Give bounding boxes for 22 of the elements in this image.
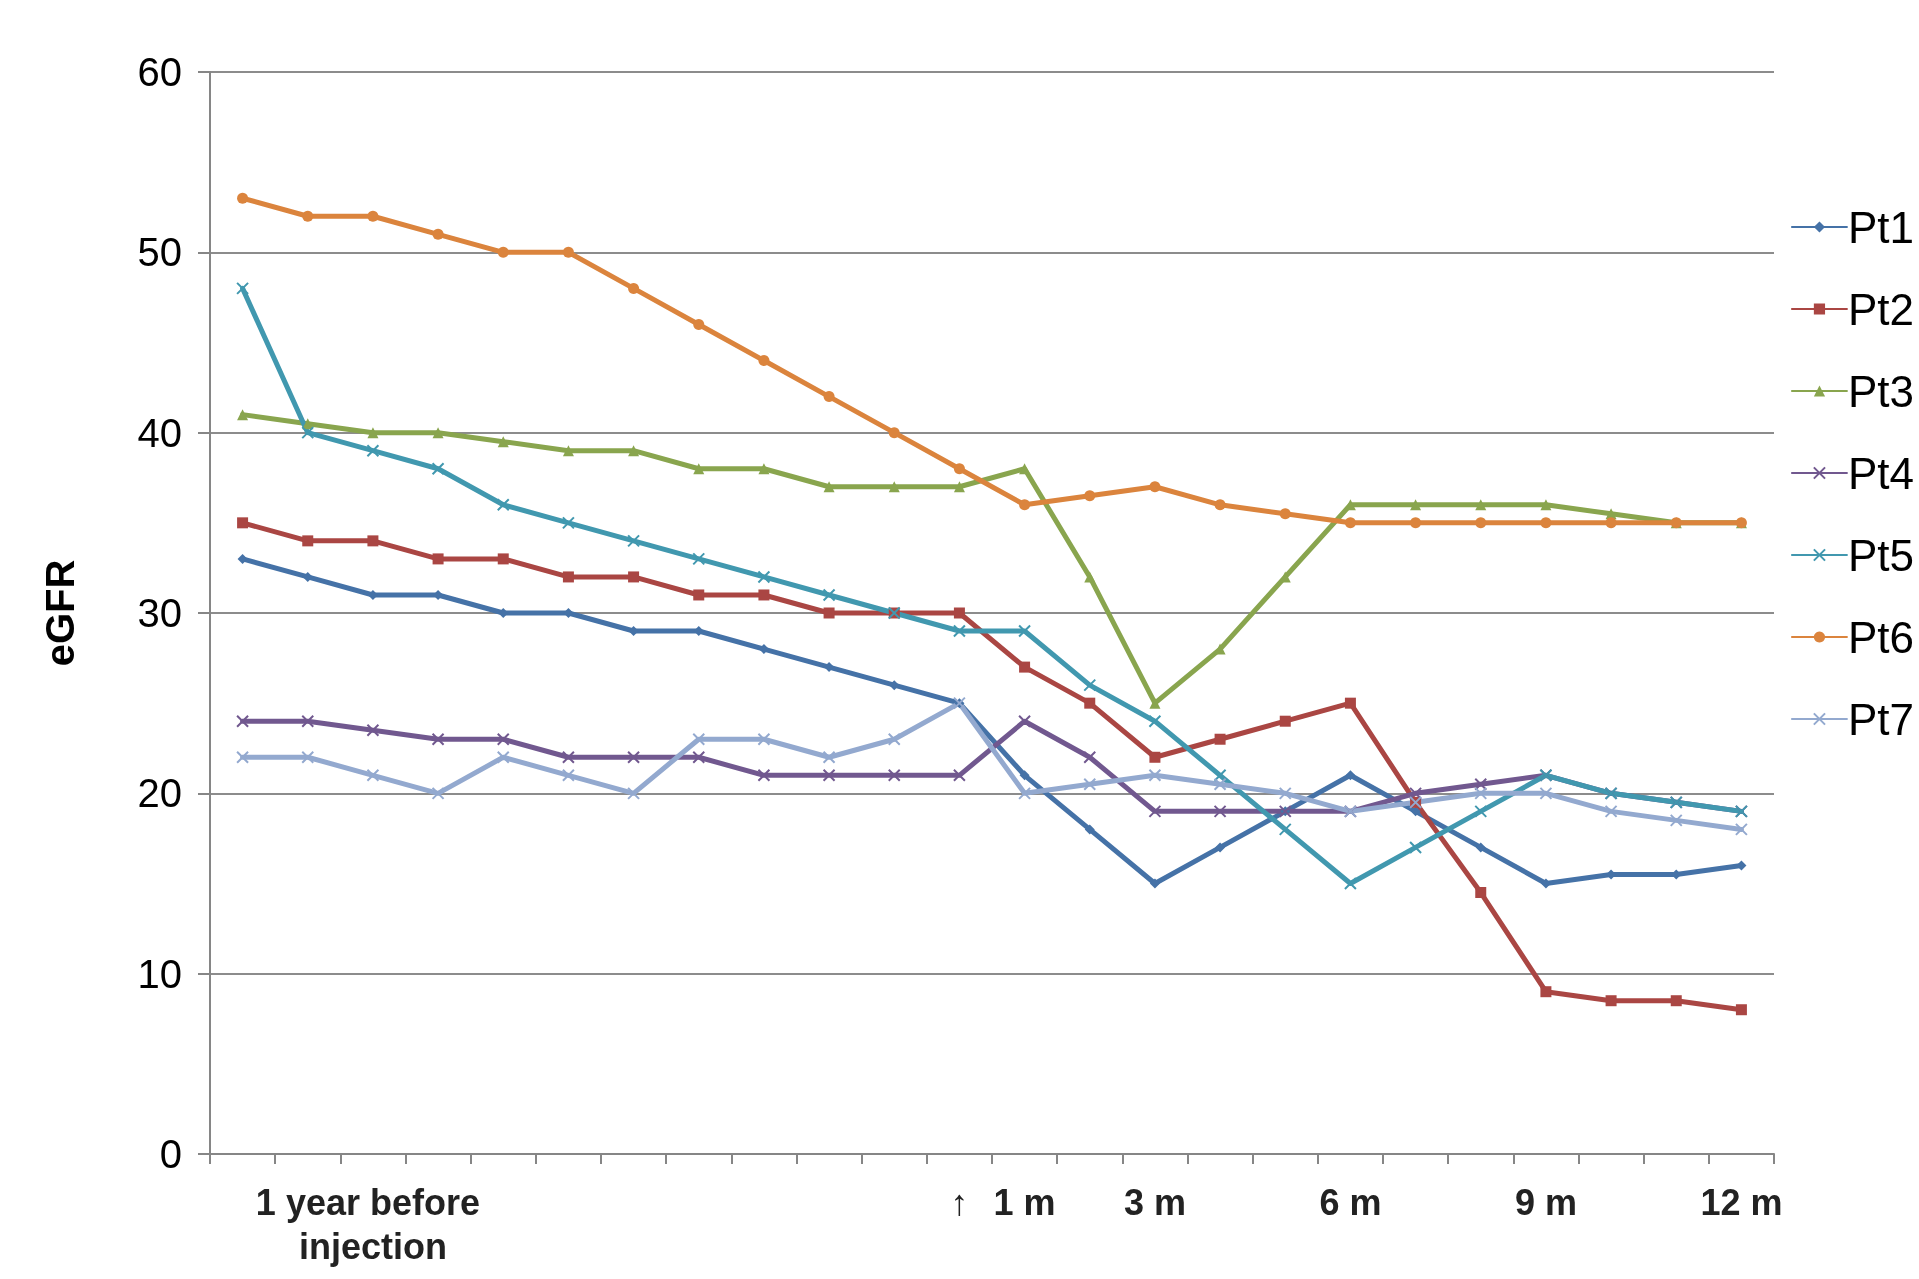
- x-tick-label: 1 m: [993, 1181, 1056, 1223]
- legend-label: Pt4: [1847, 448, 1914, 498]
- legend-label: Pt1: [1847, 202, 1914, 252]
- legend-label: Pt7: [1847, 694, 1914, 744]
- y-tick-label: 20: [137, 771, 182, 816]
- y-axis-title: eGFR: [38, 559, 82, 667]
- x-tick-label: 6 m: [1319, 1181, 1382, 1223]
- legend-label: Pt6: [1847, 612, 1914, 662]
- x-tick-label: 1 year before injection: [255, 1181, 490, 1267]
- x-tick-label: ↑: [950, 1181, 969, 1223]
- x-tick-label: 12 m: [1700, 1181, 1783, 1223]
- legend-label: Pt2: [1847, 284, 1914, 334]
- legend-label: Pt3: [1847, 366, 1914, 416]
- y-tick-label: 30: [137, 591, 182, 635]
- y-tick-label: 50: [137, 230, 182, 275]
- y-tick-label: 0: [159, 1132, 182, 1176]
- y-tick-label: 10: [137, 951, 182, 996]
- y-tick-label: 60: [137, 50, 182, 94]
- legend-label: Pt5: [1847, 530, 1914, 580]
- x-tick-label: 9 m: [1514, 1181, 1577, 1223]
- y-tick-label: 40: [137, 410, 182, 455]
- x-tick-label: 3 m: [1123, 1181, 1186, 1223]
